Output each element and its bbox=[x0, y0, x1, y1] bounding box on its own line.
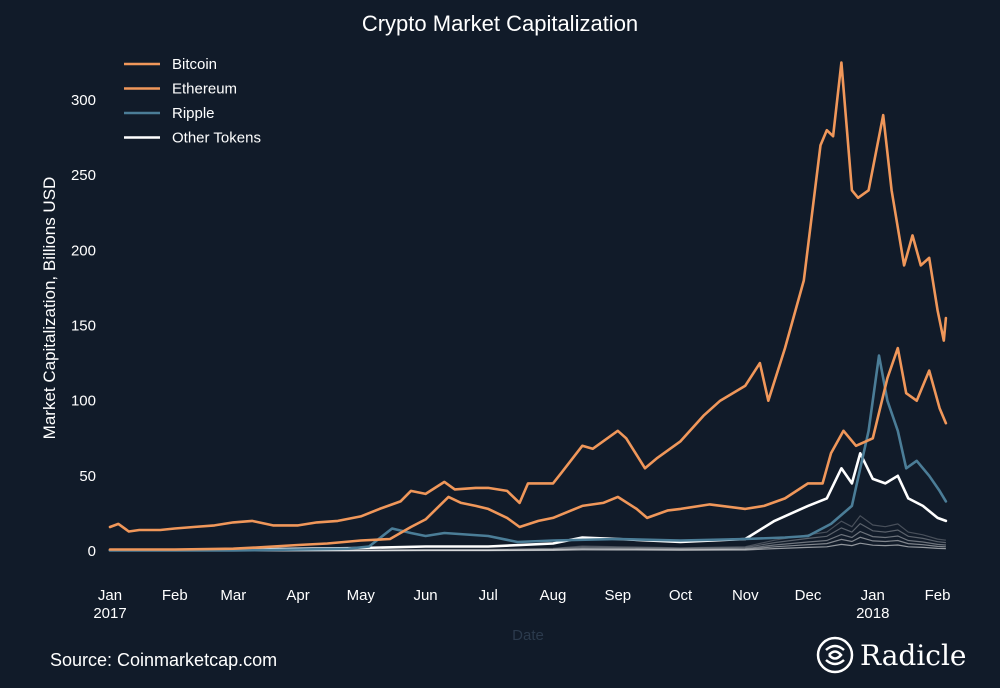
y-tick-label: 250 bbox=[71, 167, 96, 184]
chart-title: Crypto Market Capitalization bbox=[362, 11, 638, 36]
x-tick-label: Jan bbox=[861, 587, 885, 604]
y-tick-label: 300 bbox=[71, 92, 96, 109]
x-tick-label: Jul bbox=[479, 587, 498, 604]
y-tick-label: 0 bbox=[88, 543, 96, 560]
minor-token-line bbox=[109, 530, 946, 552]
brand-logo: Radicle bbox=[816, 636, 967, 674]
x-tick-label: Mar bbox=[220, 587, 246, 604]
y-tick-label: 100 bbox=[71, 393, 96, 410]
x-tick-label: Feb bbox=[162, 587, 188, 604]
y-tick-label: 200 bbox=[71, 242, 96, 259]
legend-label: Ripple bbox=[172, 105, 215, 122]
y-tick-label: 50 bbox=[79, 468, 96, 485]
legend-label: Bitcoin bbox=[172, 56, 217, 73]
x-tick-label: Jun bbox=[413, 587, 437, 604]
x-tick-label: Sep bbox=[604, 587, 631, 604]
y-axis-ticks: 0 50 100 150 200 250 300 bbox=[71, 92, 96, 560]
legend: Bitcoin Ethereum Ripple Other Tokens bbox=[124, 56, 261, 147]
brand-name: Radicle bbox=[860, 638, 967, 672]
x-tick-label: Nov bbox=[732, 587, 759, 604]
legend-label: Other Tokens bbox=[172, 130, 261, 147]
x-tick-label: Feb bbox=[925, 587, 951, 604]
legend-label: Ethereum bbox=[172, 81, 237, 98]
x-tick-label: Aug bbox=[540, 587, 567, 604]
series-line-other-tokens bbox=[108, 451, 948, 552]
series-line-bitcoin bbox=[108, 61, 948, 533]
y-tick-label: 150 bbox=[71, 318, 96, 335]
source-note: Source: Coinmarketcap.com bbox=[50, 650, 278, 670]
x-tick-label: Dec bbox=[795, 587, 822, 604]
x-axis-label: Date bbox=[512, 627, 544, 644]
minor-token-line bbox=[110, 542, 946, 552]
minor-token-line bbox=[109, 522, 946, 552]
x-tick-label: Jan bbox=[98, 587, 122, 604]
radicle-logo-icon bbox=[816, 636, 854, 674]
y-axis-label: Market Capitalization, Billions USD bbox=[40, 177, 59, 440]
x-tick-year-label: 2018 bbox=[856, 605, 889, 622]
series-lines bbox=[108, 61, 948, 552]
x-tick-label: Oct bbox=[669, 587, 693, 604]
x-tick-label: May bbox=[347, 587, 376, 604]
series-line-ripple bbox=[108, 354, 948, 552]
x-tick-year-label: 2017 bbox=[93, 605, 126, 622]
x-tick-label: Apr bbox=[286, 587, 309, 604]
series-line-ethereum bbox=[108, 346, 948, 551]
minor-token-line bbox=[109, 536, 946, 552]
